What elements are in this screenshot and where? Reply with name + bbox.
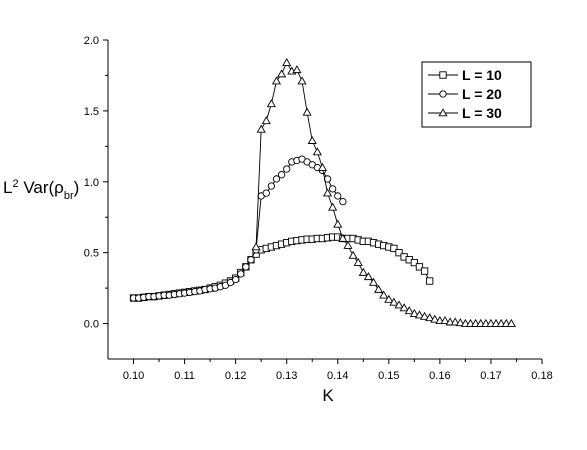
series-layer — [129, 57, 516, 327]
legend-marker — [439, 71, 447, 79]
x-tick-label: 0.12 — [225, 370, 246, 382]
data-point — [262, 189, 270, 197]
data-point — [277, 69, 287, 78]
data-point — [394, 300, 404, 309]
data-point — [440, 316, 450, 325]
data-point — [231, 275, 240, 284]
data-point — [395, 249, 403, 257]
data-point — [450, 317, 460, 326]
data-point — [237, 270, 245, 278]
y-axis-title-sub: br — [64, 190, 74, 202]
data-point — [334, 192, 342, 200]
x-tick-label: 0.10 — [123, 370, 144, 382]
x-tick-label: 0.15 — [378, 370, 399, 382]
series-circle — [129, 155, 347, 302]
data-point — [267, 182, 276, 190]
data-point — [282, 57, 292, 66]
x-tick-label: 0.11 — [174, 370, 195, 382]
legend-marker — [439, 90, 447, 98]
data-point — [414, 310, 425, 319]
data-point — [271, 76, 282, 85]
data-point — [266, 99, 276, 108]
y-axis-title-middle: Var(ρ — [19, 178, 64, 197]
data-point — [420, 267, 429, 275]
data-point — [307, 135, 317, 144]
data-point — [384, 294, 394, 303]
data-point — [506, 318, 516, 327]
legend-marker — [438, 108, 448, 117]
data-point — [353, 257, 363, 266]
data-point — [292, 65, 302, 74]
axes: 0.10 0.11 0.12 0.13 0.14 0.15 0.16 0.17 0.18 0.0 0… — [84, 35, 553, 382]
data-point — [333, 219, 343, 228]
data-point — [312, 147, 322, 156]
x-tick-label: 0.17 — [480, 370, 501, 382]
data-point — [322, 188, 333, 197]
data-point — [389, 297, 399, 306]
data-point — [399, 303, 409, 312]
data-point — [374, 284, 384, 293]
data-point — [358, 267, 368, 276]
data-point — [272, 175, 281, 183]
legend-label: L = 30 — [462, 105, 502, 121]
data-point — [409, 308, 419, 317]
y-tick-label: 1.5 — [84, 106, 99, 118]
y-axis-title-end: ) — [74, 178, 80, 197]
y-axis-title: L2 Var(ρbr) — [3, 178, 79, 202]
y-tick-label: 2.0 — [84, 35, 99, 47]
data-point — [256, 124, 266, 133]
x-axis-title: K — [322, 386, 334, 405]
legend-label: L = 10 — [462, 67, 502, 83]
data-point — [277, 171, 286, 179]
legend-label: L = 20 — [462, 86, 502, 102]
data-point — [425, 313, 435, 322]
data-point — [410, 258, 419, 267]
data-point — [317, 162, 328, 171]
data-point — [348, 250, 358, 259]
y-axis-title-base: L — [3, 178, 12, 197]
x-tick-label: 0.13 — [276, 370, 297, 382]
data-point — [338, 233, 348, 242]
data-point — [261, 116, 271, 125]
data-point — [297, 76, 307, 85]
y-axis-title-sup: 2 — [12, 178, 18, 190]
data-point — [368, 277, 379, 286]
data-point — [247, 256, 255, 264]
data-point — [343, 240, 353, 249]
legend: L = 10 L = 20 L = 30 — [421, 61, 532, 128]
data-point — [390, 244, 398, 253]
x-tick-label: 0.18 — [531, 370, 552, 382]
data-point — [251, 242, 261, 251]
data-point — [455, 318, 465, 327]
data-point — [419, 311, 430, 320]
y-tick-label: 1.0 — [84, 177, 99, 189]
data-point — [404, 306, 414, 315]
data-point — [415, 263, 424, 271]
data-point — [328, 202, 338, 211]
data-point — [242, 263, 250, 271]
data-point — [283, 165, 291, 173]
data-point — [339, 197, 347, 206]
y-tick-label: 0.5 — [84, 248, 99, 260]
data-point — [302, 107, 312, 116]
y-tick-label: 0.0 — [84, 319, 99, 331]
data-point — [379, 290, 389, 299]
data-point — [430, 314, 440, 323]
series-triangle — [251, 57, 516, 327]
data-point — [426, 277, 434, 285]
data-point — [363, 272, 373, 281]
x-tick-label: 0.16 — [429, 370, 450, 382]
data-point — [329, 185, 337, 193]
x-tick-label: 0.14 — [327, 370, 348, 382]
